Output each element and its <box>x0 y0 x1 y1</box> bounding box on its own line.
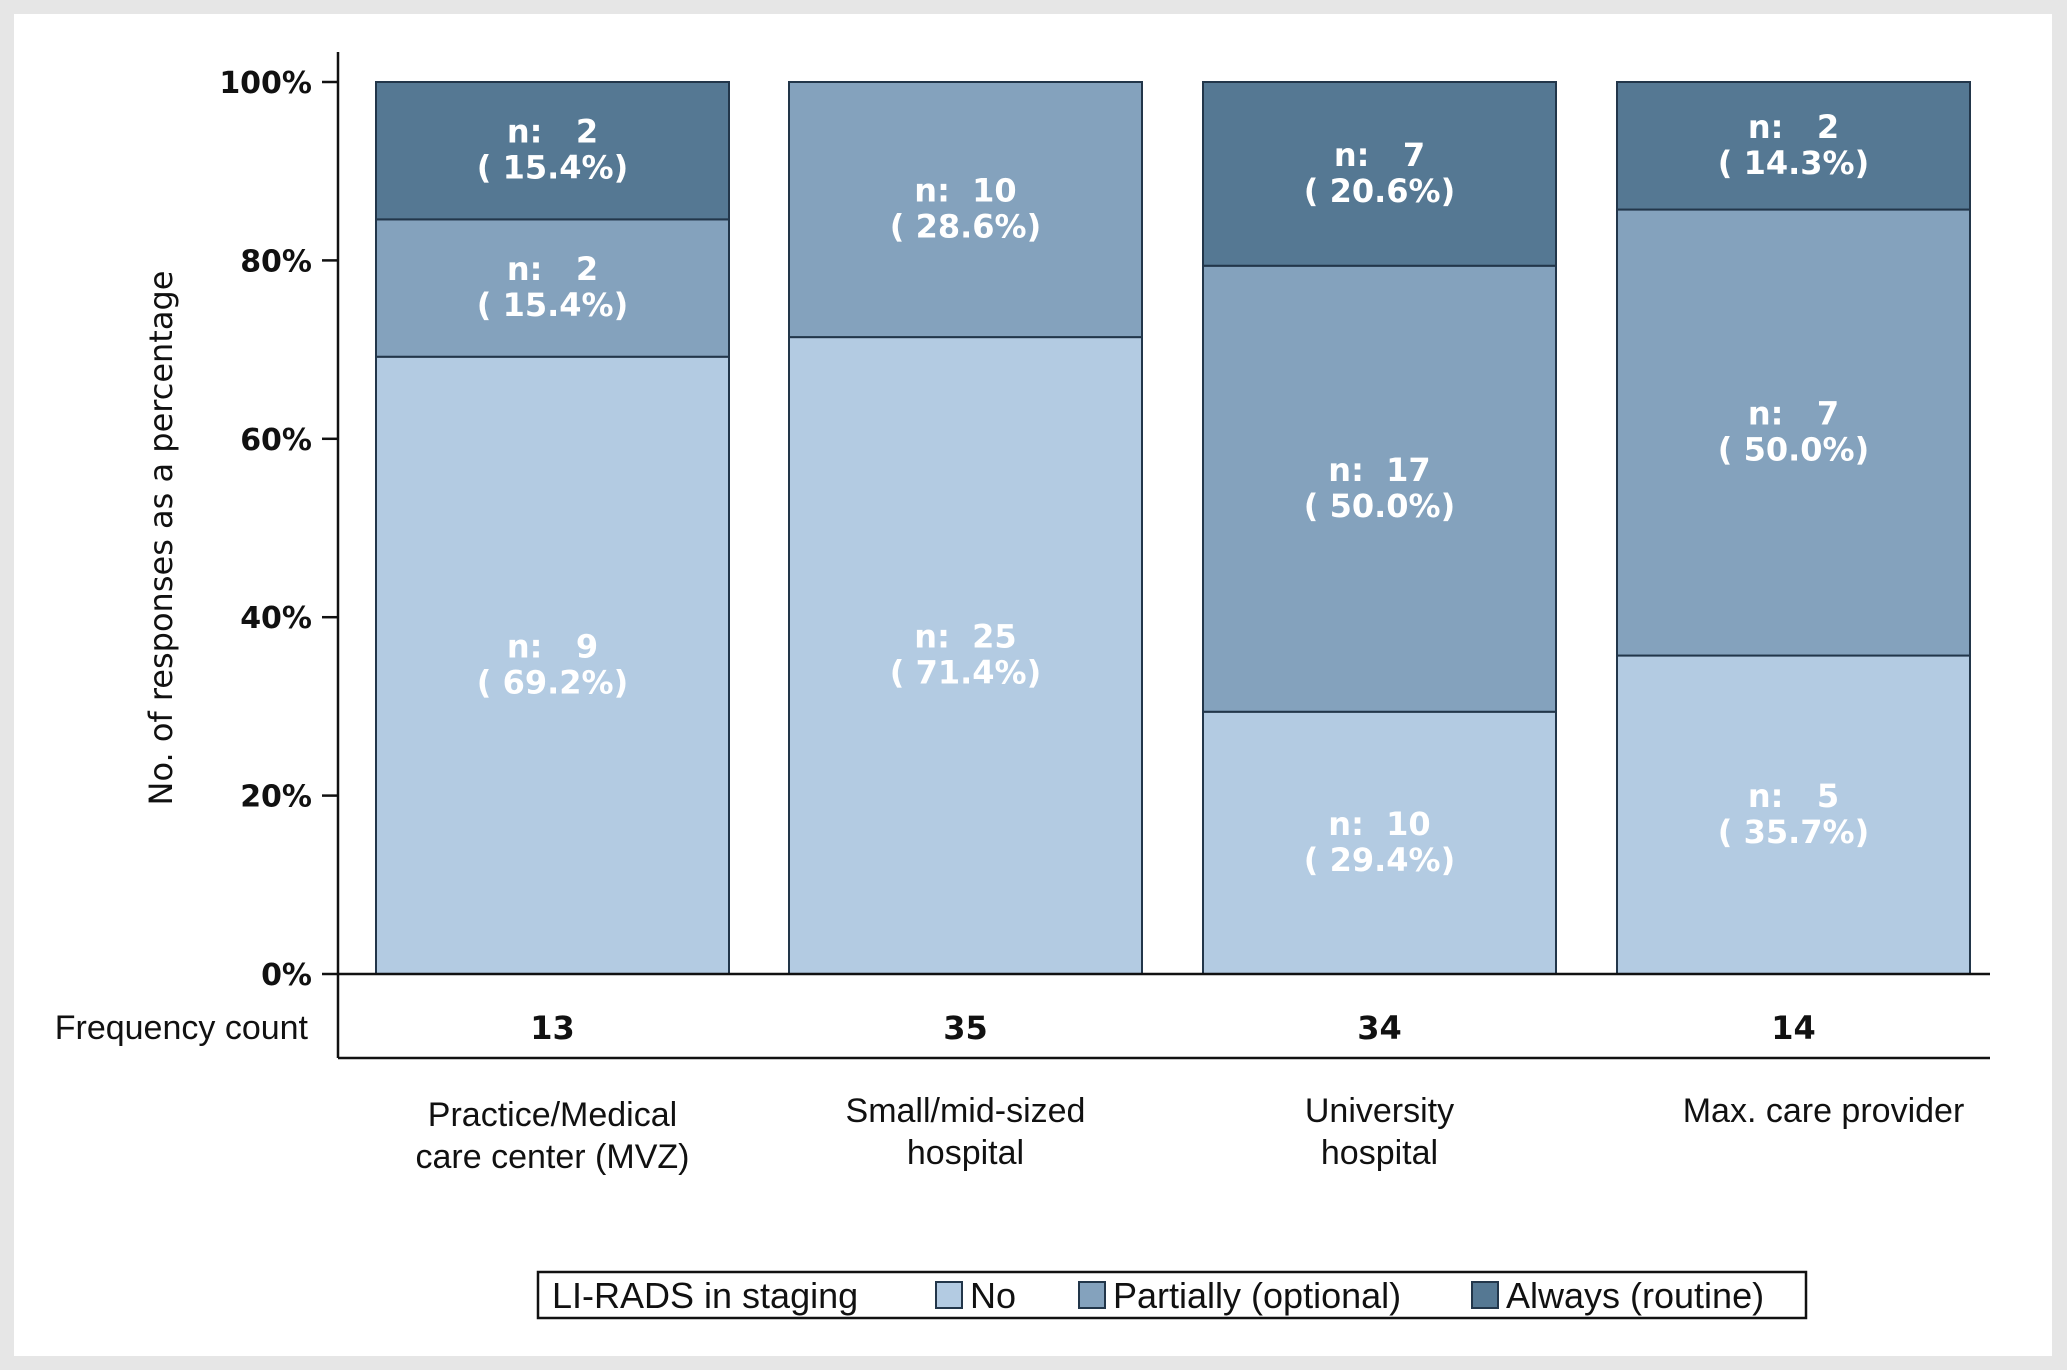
segment-pct-label: ( 50.0%) <box>1718 431 1869 469</box>
y-tick-label: 20% <box>240 780 312 815</box>
bar-segment <box>375 218 730 358</box>
segment-pct-label: ( 15.4%) <box>477 149 628 187</box>
category-label: Practice/Medical <box>428 1096 677 1134</box>
segment-pct-label: ( 15.4%) <box>477 286 628 324</box>
segment-n-label: n: 2 <box>507 113 598 151</box>
segment-n-label: n: 7 <box>1334 136 1425 174</box>
segment-pct-label: ( 28.6%) <box>890 208 1041 246</box>
legend-box <box>536 1270 1808 1320</box>
segment-n-label: n: 9 <box>507 627 598 665</box>
y-tick-label: 60% <box>240 423 312 458</box>
segment-pct-label: ( 29.4%) <box>1304 841 1455 879</box>
segment-n-label: n: 5 <box>1748 777 1839 815</box>
legend-title: LI-RADS in staging <box>552 1275 858 1316</box>
segment-n-label: n: 10 <box>914 172 1016 210</box>
category-label: Small/mid-sized <box>846 1092 1086 1130</box>
legend-swatch <box>935 1281 963 1309</box>
segment-pct-label: ( 14.3%) <box>1718 144 1869 182</box>
y-tick-label: 100% <box>219 66 312 101</box>
bar-segment <box>375 355 730 975</box>
segment-pct-label: ( 50.0%) <box>1304 487 1455 525</box>
bar-segment <box>1202 81 1557 267</box>
frequency-count-value: 13 <box>530 1009 575 1047</box>
category-label: Max. care provider <box>1683 1092 1965 1130</box>
bar-segment <box>788 81 1143 339</box>
segment-pct-label: ( 20.6%) <box>1304 172 1455 210</box>
category-label: hospital <box>907 1134 1024 1172</box>
segment-n-label: n: 7 <box>1748 395 1839 433</box>
segment-pct-label: ( 71.4%) <box>890 654 1041 692</box>
legend-swatch <box>1078 1281 1106 1309</box>
bar-segment <box>375 81 730 221</box>
segment-pct-label: ( 35.7%) <box>1718 813 1869 851</box>
segment-n-label: n: 2 <box>507 250 598 288</box>
frequency-count-label: Frequency count <box>55 1009 309 1047</box>
segment-n-label: n: 25 <box>914 618 1016 656</box>
legend-entry-label: Partially (optional) <box>1113 1275 1401 1316</box>
bar-segment <box>1202 710 1557 975</box>
segment-n-label: n: 17 <box>1328 451 1430 489</box>
frequency-count-value: 34 <box>1357 1009 1402 1047</box>
y-tick-label: 40% <box>240 601 312 636</box>
segment-pct-label: ( 69.2%) <box>477 663 628 701</box>
y-tick-label: 0% <box>261 958 312 993</box>
legend-entry-label: No <box>970 1275 1016 1316</box>
figure-panel: n: 9( 69.2%) n: 2( 15.4%) n: 2( 15.4%) n: 2… <box>14 14 2052 1356</box>
category-label: care center (MVZ) <box>416 1138 690 1176</box>
bar-segment <box>788 336 1143 975</box>
y-tick-label: 80% <box>240 244 312 279</box>
frequency-count-value: 14 <box>1771 1009 1816 1047</box>
bar-segment <box>1202 264 1557 713</box>
legend-swatch <box>1471 1281 1499 1309</box>
segment-n-label: n: 10 <box>1328 805 1430 843</box>
category-label: hospital <box>1321 1134 1438 1172</box>
stacked-bar-chart: n: 9( 69.2%)n: 2( 15.4%)n: 2( 15.4%)n: 2… <box>55 52 1990 1320</box>
bar-segment <box>1616 81 1971 211</box>
legend-entry-label: Always (routine) <box>1506 1275 1764 1316</box>
y-axis-title: No. of responses as a percentage <box>142 271 180 806</box>
bar-segment <box>1616 208 1971 657</box>
segment-n-label: n: 2 <box>1748 108 1839 146</box>
category-label: University <box>1305 1092 1454 1130</box>
frequency-count-value: 35 <box>943 1009 988 1047</box>
